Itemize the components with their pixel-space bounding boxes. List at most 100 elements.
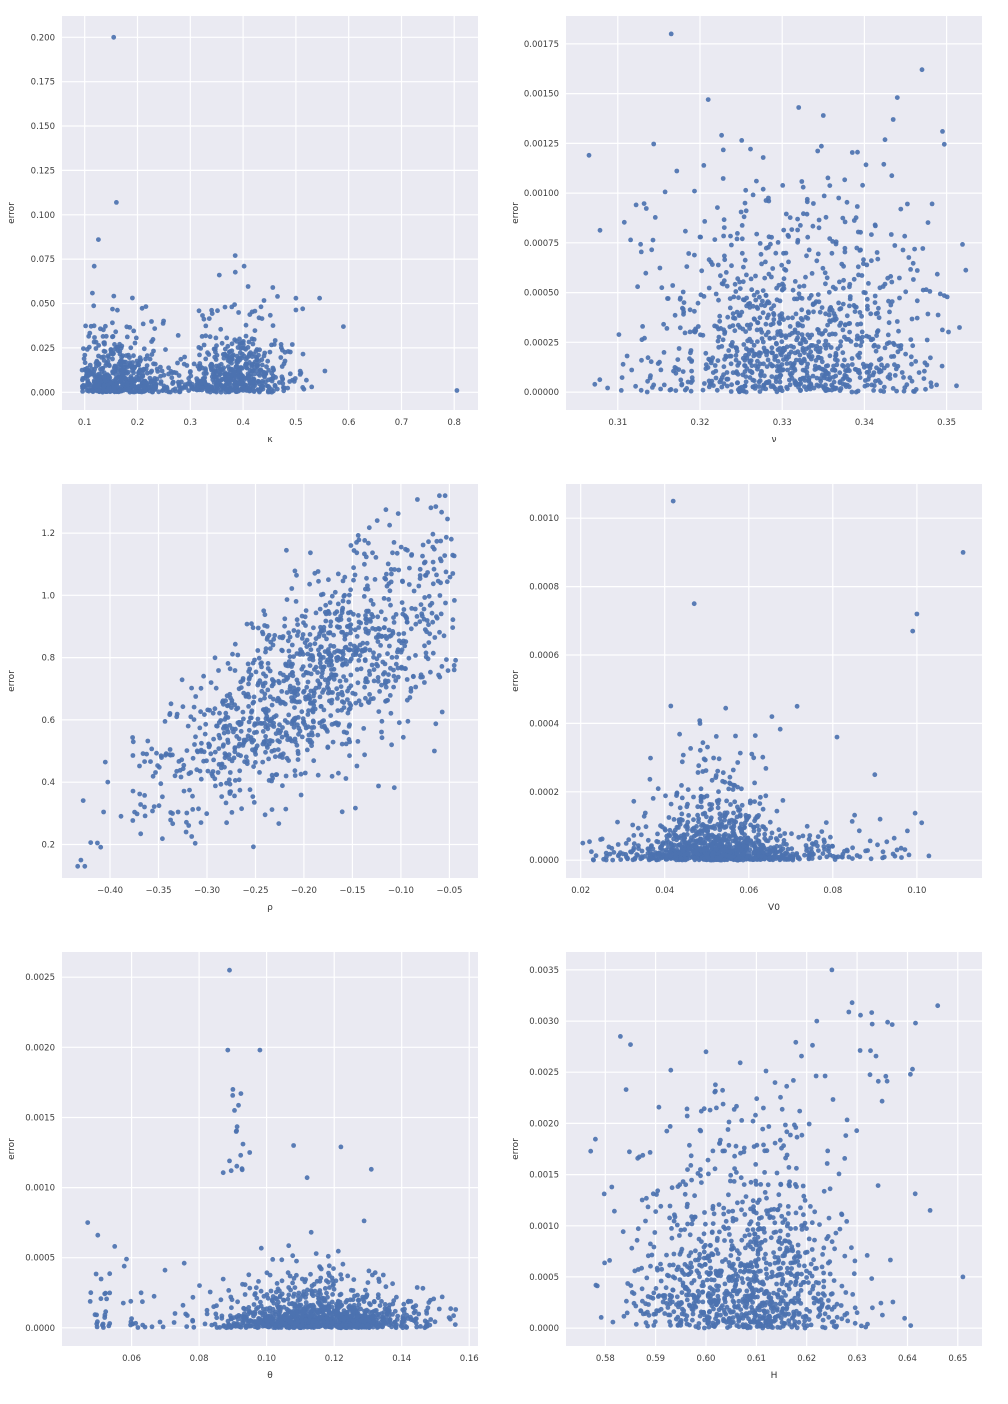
- x-tick-label: 0.06: [739, 886, 758, 896]
- data-point: [382, 670, 387, 675]
- data-point: [825, 342, 831, 348]
- data-point: [893, 366, 899, 372]
- x-tick-labels: 0.31 0.32 0.33 0.34 0.35: [608, 418, 956, 428]
- data-point: [717, 313, 723, 319]
- data-point: [664, 326, 670, 331]
- data-point: [809, 271, 815, 276]
- data-point: [697, 234, 703, 240]
- data-point: [217, 735, 223, 741]
- data-point: [335, 571, 341, 577]
- data-point: [771, 317, 777, 322]
- data-point: [99, 369, 105, 374]
- data-point: [836, 195, 842, 201]
- data-point: [241, 716, 246, 722]
- data-point: [790, 315, 795, 321]
- data-point: [372, 577, 378, 582]
- data-point: [718, 273, 723, 279]
- data-point: [396, 720, 402, 726]
- data-point: [213, 685, 219, 691]
- data-point: [179, 757, 185, 763]
- data-point: [129, 383, 134, 389]
- data-point: [247, 360, 252, 365]
- data-point: [355, 739, 361, 744]
- data-point: [252, 730, 257, 736]
- data-point: [348, 587, 353, 593]
- data-point: [195, 749, 201, 755]
- data-point: [198, 685, 204, 691]
- data-point: [294, 572, 299, 578]
- data-point: [806, 385, 812, 390]
- data-point: [707, 381, 713, 387]
- data-point: [633, 383, 638, 389]
- data-point: [689, 368, 694, 374]
- data-point: [618, 388, 624, 393]
- data-point: [187, 787, 192, 793]
- data-point: [275, 747, 281, 752]
- data-point: [137, 791, 143, 797]
- data-point: [822, 270, 828, 276]
- data-point: [379, 718, 385, 724]
- data-point: [370, 614, 376, 620]
- data-point: [344, 730, 350, 736]
- data-point: [246, 727, 252, 733]
- data-point: [286, 758, 291, 763]
- data-point: [250, 341, 256, 347]
- data-point: [220, 1276, 226, 1282]
- data-point: [847, 377, 853, 383]
- y-tick-label: 0.8: [41, 654, 55, 664]
- data-point: [95, 388, 101, 393]
- data-point: [857, 310, 863, 315]
- data-point: [207, 1289, 213, 1295]
- data-point: [889, 173, 895, 179]
- data-point: [244, 758, 250, 764]
- data-point: [103, 323, 108, 329]
- data-point: [126, 386, 132, 392]
- data-point: [899, 370, 905, 375]
- data-point: [170, 821, 176, 827]
- data-point: [881, 161, 887, 167]
- data-point: [680, 752, 686, 758]
- data-point: [390, 550, 395, 556]
- data-point: [639, 855, 645, 861]
- data-point: [610, 857, 616, 863]
- data-point: [309, 384, 315, 390]
- data-point: [905, 201, 910, 207]
- data-point: [379, 682, 384, 688]
- data-point: [341, 593, 347, 599]
- data-point: [272, 633, 278, 638]
- data-point: [737, 325, 743, 330]
- data-point: [819, 359, 825, 365]
- data-point: [684, 822, 690, 828]
- data-point: [268, 1288, 274, 1294]
- data-point: [794, 296, 800, 302]
- data-point: [152, 376, 158, 381]
- data-point: [892, 243, 898, 248]
- data-point: [794, 703, 800, 709]
- data-point: [803, 339, 809, 345]
- data-point: [265, 661, 271, 666]
- data-point: [300, 651, 306, 657]
- data-point: [235, 345, 241, 350]
- data-point: [364, 620, 369, 626]
- data-point: [688, 746, 693, 751]
- data-point: [914, 611, 920, 617]
- data-point: [422, 559, 428, 565]
- data-point: [300, 716, 306, 722]
- data-point: [934, 271, 940, 277]
- data-point: [852, 812, 857, 818]
- data-point: [246, 681, 251, 687]
- data-point: [330, 1292, 335, 1297]
- data-point: [212, 354, 218, 360]
- data-point: [315, 670, 320, 675]
- data-point: [684, 804, 690, 810]
- data-point: [341, 661, 346, 667]
- data-point: [662, 189, 668, 195]
- data-point: [127, 325, 133, 330]
- x-tick-label: 0.33: [773, 418, 792, 428]
- data-point: [277, 730, 282, 736]
- data-point: [221, 701, 226, 707]
- data-point: [760, 754, 766, 760]
- plot-canvas-nu: 0.31 0.32 0.33 0.34 0.350.000000.000250.0005…: [511, 16, 982, 445]
- data-point: [722, 257, 728, 263]
- data-point: [920, 246, 926, 251]
